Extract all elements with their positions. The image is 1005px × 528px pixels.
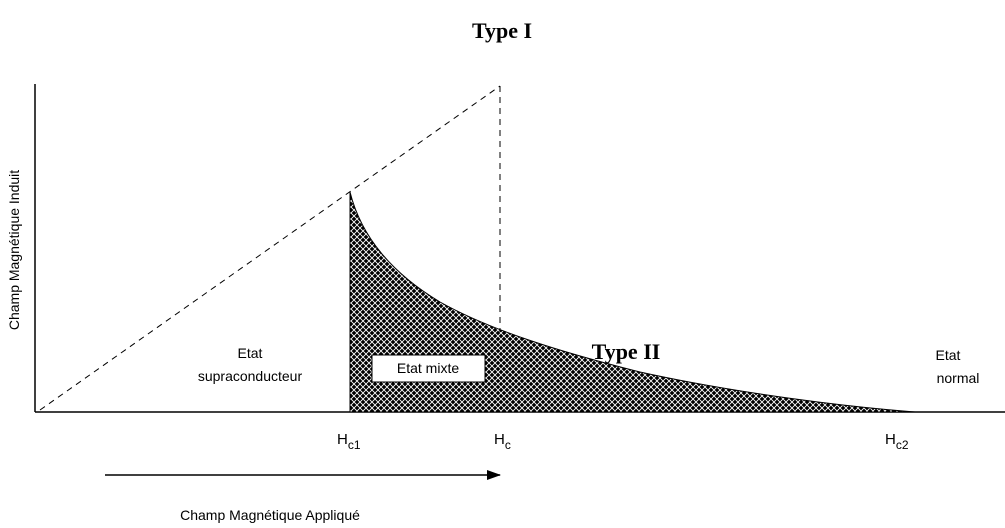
normal-label: Etat [936,347,961,363]
field-label: Hc [494,431,511,452]
mixed-region [349,191,916,413]
field-label: Hc1 [337,431,361,452]
mixed-label-box [371,354,486,383]
normal-label: normal [937,370,980,386]
type-i-line [39,85,501,411]
superconducting-label: supraconducteur [198,368,303,384]
title: Type I [472,18,532,43]
superconducting-label: Etat [238,345,263,361]
curve-label: Type II [592,339,661,364]
mixed-label: Etat mixte [397,360,459,376]
field-label: Hc2 [885,431,909,452]
x-axis-label: Champ Magnétique Appliqué [180,507,360,523]
y-axis-label: Champ Magnétique Induit [6,170,22,330]
